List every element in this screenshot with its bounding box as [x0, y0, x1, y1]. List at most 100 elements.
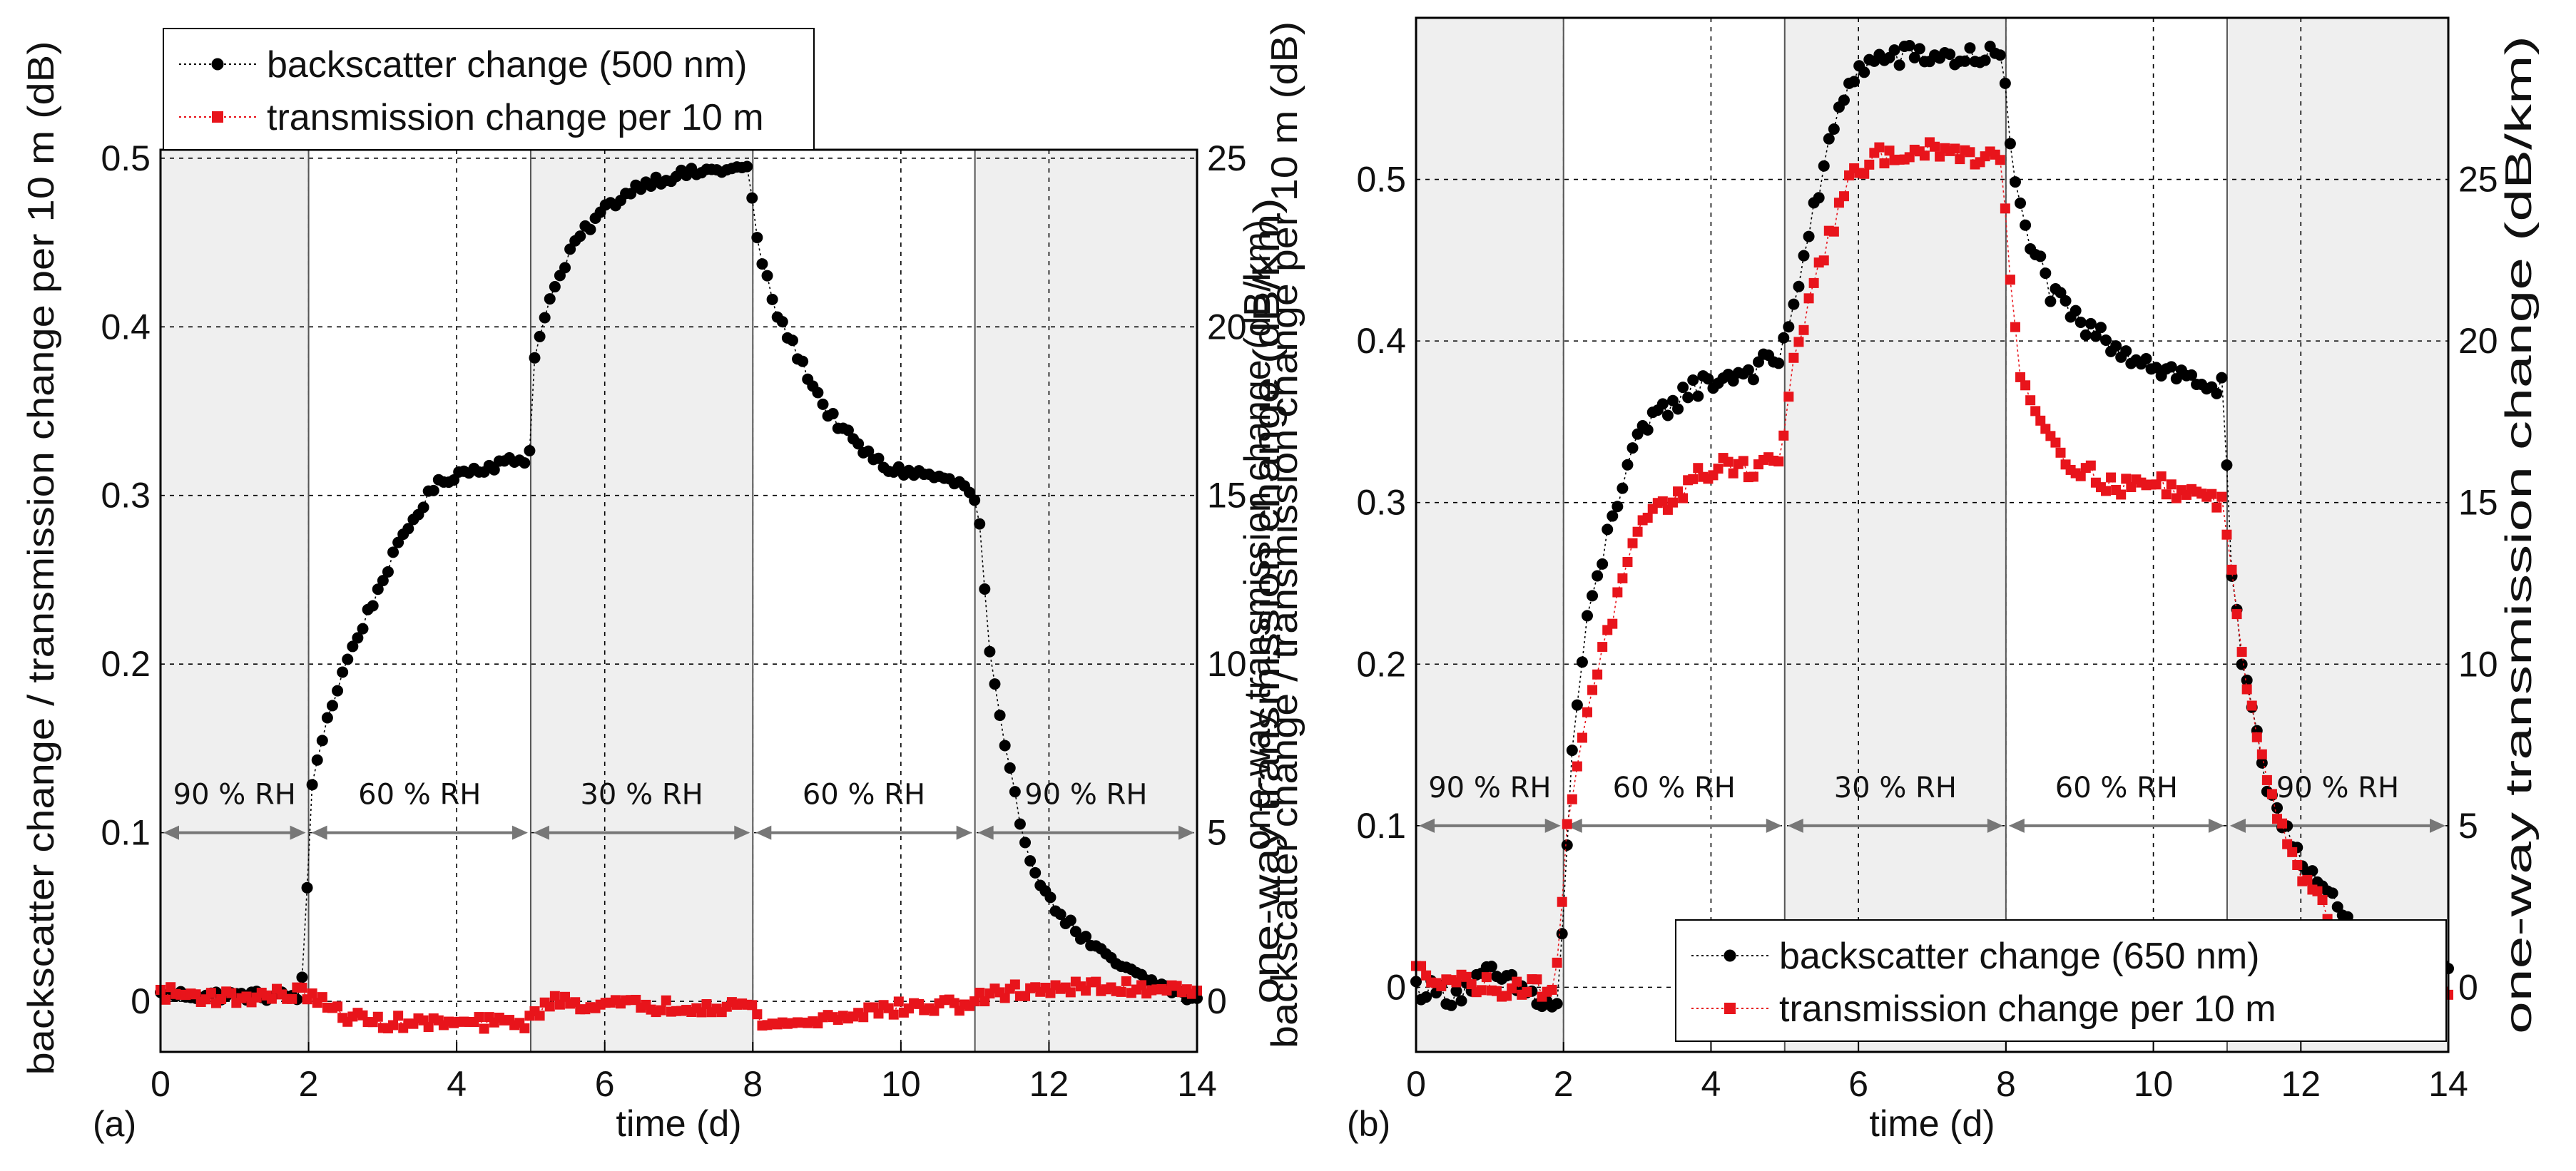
transmission-data-point [2246, 700, 2257, 711]
transmission-data-point [1859, 168, 1870, 179]
backscatter-data-point [1587, 590, 1599, 602]
backscatter-data-point [1742, 364, 1754, 376]
transmission-data-point [266, 993, 277, 1004]
panel-a-series [155, 160, 1203, 1034]
backscatter-data-point [812, 387, 824, 399]
humidity-span-arrow [163, 825, 306, 840]
humidity-region-shade [1784, 18, 2006, 1052]
backscatter-data-point [529, 352, 541, 364]
backscatter-data-point [2211, 387, 2223, 399]
panel-b-region-label-1: 90 % RH [1428, 772, 1551, 804]
transmission-data-point [1728, 468, 1738, 479]
backscatter-data-point [1823, 133, 1835, 145]
backscatter-data-point [1556, 928, 1568, 940]
panel-b-xtick: 12 [2281, 1064, 2321, 1104]
backscatter-data-point [2004, 138, 2016, 150]
transmission-data-point [544, 1001, 555, 1012]
backscatter-data-point [1793, 280, 1805, 292]
transmission-data-point [2292, 859, 2303, 870]
transmission-data-point [1562, 819, 1572, 829]
transmission-data-point [1955, 154, 1965, 165]
transmission-data-point [1512, 976, 1522, 987]
panel-b-ytick-right: 5 [2458, 806, 2478, 846]
transmission-data-point [2000, 203, 2010, 214]
backscatter-data-point [326, 700, 338, 712]
backscatter-data-point [1979, 54, 1991, 66]
transmission-data-point [297, 982, 307, 993]
transmission-data-point [307, 988, 317, 999]
transmission-data-point [1416, 961, 1427, 971]
backscatter-data-point [2216, 372, 2228, 384]
transmission-data-point [1965, 147, 1975, 158]
humidity-span-arrow [977, 825, 1194, 840]
panel-b-legend-symbol-transmission [1691, 1003, 1768, 1014]
backscatter-data-point [2165, 361, 2177, 373]
transmission-data-point [2015, 372, 2026, 382]
backscatter-data-point [994, 710, 1006, 722]
backscatter-data-point [862, 445, 875, 457]
transmission-data-point [696, 1007, 707, 1018]
legend-marker [1724, 1003, 1736, 1014]
tick-marks [160, 1042, 1198, 1052]
backscatter-data-point [1913, 43, 1925, 55]
backscatter-data-point [549, 281, 561, 293]
transmission-data-point [474, 1012, 484, 1023]
transmission-data-point [1607, 618, 1618, 629]
transmission-data-point [372, 1011, 383, 1022]
panel-b-xtick: 4 [1701, 1064, 1721, 1104]
humidity-region-shade [530, 150, 753, 1052]
panel-a-legend-box [163, 28, 815, 150]
panel-b-ytick-left: 0.1 [1356, 806, 1406, 846]
panel-a-legend-symbol-transmission [179, 111, 256, 123]
backscatter-data-point [1747, 374, 1759, 386]
backscatter-data-point [761, 270, 773, 282]
transmission-data-point [1522, 986, 1532, 997]
transmission-data-point [1713, 464, 1724, 474]
panel-a-region-label-5: 90 % RH [1024, 779, 1147, 812]
panel-a-letter: (a) [93, 1104, 136, 1144]
backscatter-data-point [2140, 352, 2152, 364]
backscatter-data-point [1944, 48, 1956, 61]
transmission-data-point [1874, 142, 1885, 153]
panel-a-legend: backscatter change (500 nm) transmission… [163, 28, 815, 150]
humidity-region-shade [2226, 18, 2448, 1052]
humidity-region-shade [1416, 18, 1564, 1052]
backscatter-data-point [2271, 802, 2284, 814]
backscatter-data-point [427, 484, 439, 496]
transmission-data-point [2171, 493, 2182, 503]
backscatter-data-point [766, 293, 778, 305]
transmission-data-point [1451, 977, 1462, 988]
transmission-data-point [1136, 980, 1147, 991]
backscatter-data-point [2100, 334, 2112, 346]
backscatter-data-point [1551, 998, 1563, 1010]
panel-a-xtick: 2 [299, 1064, 319, 1104]
backscatter-data-point [2015, 197, 2027, 209]
backscatter-data-point [1004, 762, 1016, 774]
backscatter-data-point [984, 645, 996, 658]
panel-a-ytick-left: 0.4 [101, 307, 151, 347]
backscatter-data-point [1009, 786, 1021, 798]
panel-a-legend-label-transmission: transmission change per 10 m [267, 97, 764, 138]
panel-b-ytick-right: 25 [2458, 160, 2498, 200]
transmission-data-point [1788, 352, 1799, 363]
backscatter-data-point [817, 398, 829, 410]
transmission-data-point [1481, 972, 1492, 983]
backscatter-data-point [357, 623, 369, 635]
backscatter-data-point [1813, 192, 1825, 204]
backscatter-data-point [872, 452, 885, 464]
backscatter-data-point [751, 232, 763, 244]
panel-a: 90 % RH 60 % RH 30 % RH 60 % RH 90 % RH … [21, 28, 1288, 1145]
backscatter-data-point [316, 735, 328, 747]
backscatter-data-point [2009, 176, 2021, 188]
backscatter-data-point [2120, 345, 2132, 357]
transmission-data-point [1688, 474, 1699, 484]
transmission-data-point [1582, 707, 1592, 717]
transmission-data-point [2221, 529, 2232, 540]
backscatter-data-point [1656, 398, 1669, 410]
backscatter-data-point [797, 355, 809, 367]
backscatter-data-point [1903, 40, 1915, 52]
backscatter-data-point [1838, 94, 1850, 106]
backscatter-data-point [1798, 250, 1810, 262]
panel-b-xtick: 14 [2428, 1064, 2468, 1104]
